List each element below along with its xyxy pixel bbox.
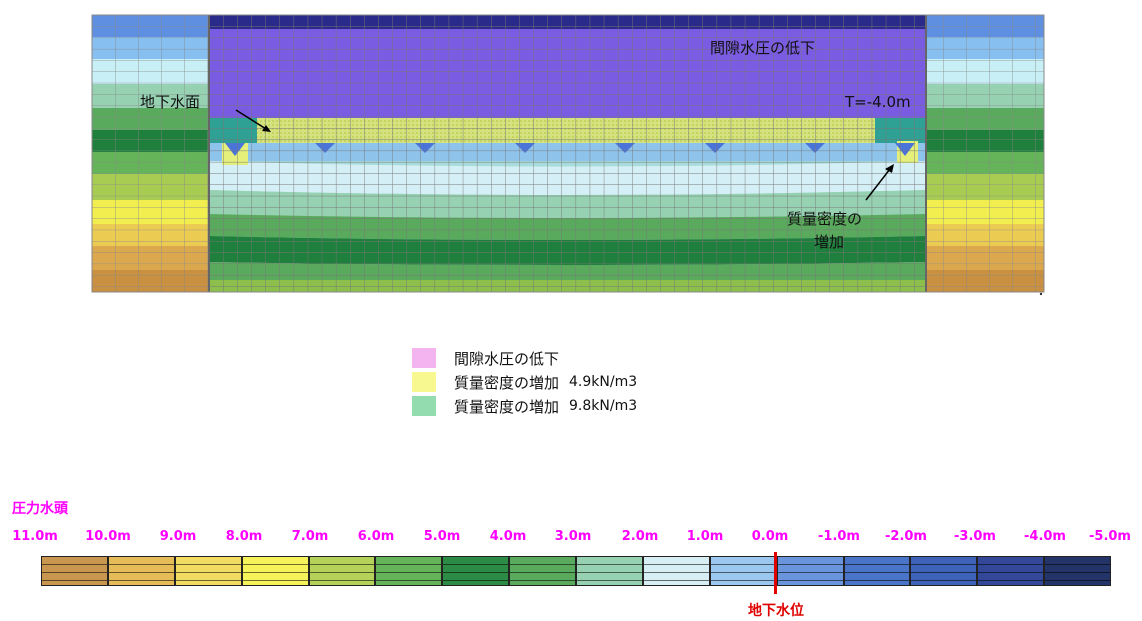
legend-label: 間隙水圧の低下 bbox=[454, 349, 560, 368]
corner-dot bbox=[1039, 292, 1043, 296]
legend-label: 質量密度の増加 bbox=[454, 373, 560, 392]
color-scale-cell bbox=[843, 556, 911, 586]
scale-tick: 5.0m bbox=[423, 529, 461, 544]
scale-tick: -2.0m bbox=[885, 529, 927, 544]
central-zone bbox=[208, 15, 927, 292]
color-scale-cell bbox=[41, 556, 108, 586]
scale-tick: -1.0m bbox=[818, 529, 860, 544]
color-scale-cell bbox=[174, 556, 242, 586]
color-scale-cell bbox=[107, 556, 175, 586]
scale-tick: 6.0m bbox=[357, 529, 395, 544]
scale-tick: 8.0m bbox=[225, 529, 263, 544]
water-level-marker bbox=[774, 552, 777, 594]
pressure-drop-label: 間隙水圧の低下 bbox=[710, 39, 815, 57]
scale-tick: 11.0m bbox=[12, 529, 58, 544]
scale-tick: 7.0m bbox=[291, 529, 329, 544]
mass-density-label-line1: 質量密度の bbox=[787, 210, 862, 228]
color-scale-cell bbox=[709, 556, 777, 586]
scale-tick: 2.0m bbox=[621, 529, 659, 544]
scale-tick: 4.0m bbox=[489, 529, 527, 544]
legend-item-pressure-drop: 間隙水圧の低下 bbox=[412, 346, 637, 370]
color-scale-cell bbox=[776, 556, 844, 586]
scale-tick: 0.0m bbox=[751, 529, 789, 544]
time-label: T=-4.0m bbox=[844, 93, 911, 111]
color-scale-cell bbox=[375, 556, 443, 586]
scale-tick: -3.0m bbox=[954, 529, 996, 544]
legend-value: 9.8kN/m3 bbox=[569, 398, 638, 414]
color-scale-cell bbox=[241, 556, 309, 586]
legend-swatch-pink bbox=[412, 348, 436, 368]
color-scale-cell bbox=[442, 556, 510, 586]
scale-title: 圧力水頭 bbox=[12, 501, 68, 517]
model-diagram: 間隙水圧の低下 地下水面 T=-4.0m 質量密度の 増加 bbox=[91, 14, 1045, 296]
legend: 間隙水圧の低下 質量密度の増加 4.9kN/m3 質量密度の増加 9.8kN/m… bbox=[412, 346, 637, 418]
mass-density-arrowhead bbox=[885, 164, 894, 173]
scale-tick: 10.0m bbox=[85, 529, 131, 544]
color-scale-cell bbox=[910, 556, 978, 586]
scale-tick: 9.0m bbox=[159, 529, 197, 544]
color-scale-cell bbox=[308, 556, 376, 586]
legend-value: 4.9kN/m3 bbox=[569, 374, 638, 390]
scale-tick: -5.0m bbox=[1089, 529, 1131, 544]
water-surface-label: 地下水面 bbox=[140, 93, 200, 111]
color-scale-cell bbox=[642, 556, 710, 586]
left-ground-bands bbox=[92, 15, 209, 292]
legend-swatch-yellow bbox=[412, 372, 436, 392]
mass-density-arrow bbox=[865, 168, 891, 201]
water-surface-arrowhead bbox=[262, 125, 271, 132]
scale-tick: 1.0m bbox=[686, 529, 724, 544]
scale-tick-labels: 11.0m 10.0m 9.0m 8.0m 7.0m 6.0m 5.0m 4.0… bbox=[0, 529, 1142, 549]
legend-label: 質量密度の増加 bbox=[454, 397, 560, 416]
legend-item-mass-9-8: 質量密度の増加 9.8kN/m3 bbox=[412, 394, 637, 418]
water-level-label: 地下水位 bbox=[748, 603, 804, 619]
legend-swatch-green bbox=[412, 396, 436, 416]
scale-tick: -4.0m bbox=[1024, 529, 1066, 544]
color-scale-cell bbox=[1044, 556, 1111, 586]
legend-item-mass-4-9: 質量密度の増加 4.9kN/m3 bbox=[412, 370, 637, 394]
mass-density-label-line2: 増加 bbox=[814, 233, 844, 251]
color-scale-cell bbox=[576, 556, 643, 586]
water-surface-arrow bbox=[235, 109, 267, 130]
color-scale-cell bbox=[509, 556, 576, 586]
color-scale-cell bbox=[977, 556, 1045, 586]
color-scale-bar bbox=[41, 556, 1111, 586]
scale-tick: 3.0m bbox=[554, 529, 592, 544]
right-ground-bands bbox=[926, 15, 1044, 292]
